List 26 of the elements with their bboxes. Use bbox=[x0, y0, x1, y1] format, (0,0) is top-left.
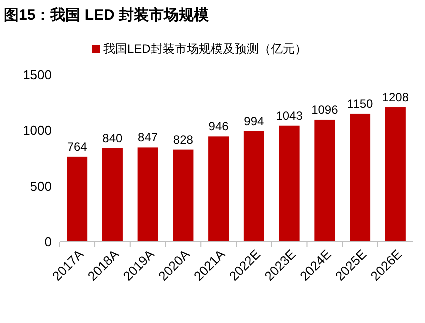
bar bbox=[350, 114, 371, 242]
data-label: 840 bbox=[102, 131, 124, 146]
data-label: 1096 bbox=[312, 102, 339, 117]
bar bbox=[173, 150, 194, 242]
data-label: 1150 bbox=[347, 96, 374, 111]
data-label: 828 bbox=[173, 132, 194, 147]
bar bbox=[279, 126, 300, 242]
y-tick-label: 1500 bbox=[23, 68, 52, 83]
data-label: 946 bbox=[208, 120, 230, 134]
bar bbox=[102, 148, 123, 242]
bar bbox=[385, 108, 406, 242]
data-label: 764 bbox=[67, 140, 88, 154]
data-label: 1208 bbox=[382, 90, 410, 105]
y-tick-label: 0 bbox=[44, 234, 52, 250]
y-tick-label: 1000 bbox=[23, 123, 52, 138]
bar bbox=[314, 120, 336, 242]
chart-title: 图15：我国 LED 封装市场规模 bbox=[4, 6, 210, 24]
bar bbox=[138, 148, 158, 242]
bar bbox=[208, 136, 230, 242]
bar bbox=[67, 156, 88, 242]
data-label: 994 bbox=[244, 114, 265, 128]
data-label: 1043 bbox=[276, 108, 304, 123]
y-tick-label: 500 bbox=[30, 178, 52, 194]
bar bbox=[244, 131, 264, 242]
data-label: 847 bbox=[138, 130, 158, 145]
legend-label: 我国LED封装市场规模及预测（亿元） bbox=[104, 42, 307, 56]
